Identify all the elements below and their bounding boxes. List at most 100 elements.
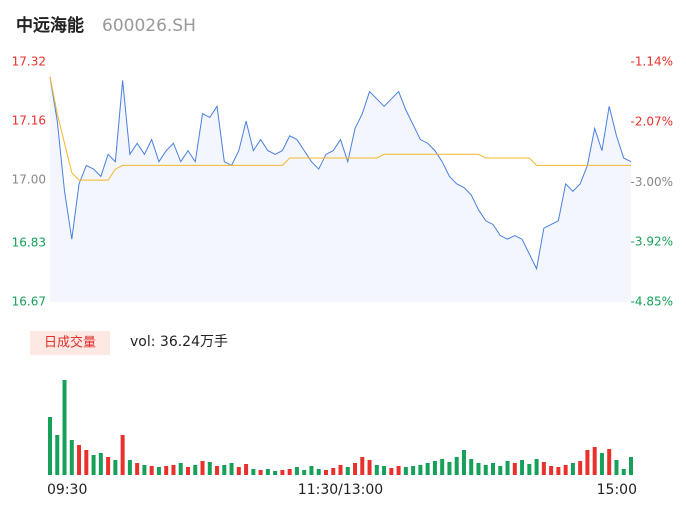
volume-bar xyxy=(229,463,234,475)
volume-bar xyxy=(127,460,132,475)
volume-bar xyxy=(411,466,416,475)
volume-bar xyxy=(331,468,336,475)
volume-bar xyxy=(454,457,459,475)
volume-bar xyxy=(592,447,597,475)
volume-bar xyxy=(432,461,437,475)
volume-bar xyxy=(316,469,321,475)
volume-bar xyxy=(294,467,299,475)
volume-bar xyxy=(69,440,74,475)
volume-bar xyxy=(113,460,118,475)
volume-bar xyxy=(323,470,328,475)
x-tick-label: 15:00 xyxy=(597,482,637,498)
volume-bar xyxy=(77,445,82,475)
y-tick-label: 17.00 xyxy=(12,173,46,187)
volume-bar xyxy=(599,453,604,475)
volume-bar xyxy=(541,462,546,475)
y-tick-label: 17.32 xyxy=(12,55,46,69)
volume-bar xyxy=(193,465,198,475)
volume-bar xyxy=(178,463,183,475)
volume-bar xyxy=(578,461,583,475)
volume-label-bg xyxy=(30,331,110,355)
volume-bar xyxy=(48,417,52,475)
price-line xyxy=(49,76,632,271)
volume-bar xyxy=(156,467,161,475)
volume-bar xyxy=(570,463,575,475)
volume-bar xyxy=(345,467,350,475)
y2-tick-label: -4.85% xyxy=(631,295,673,309)
volume-annotation: vol: 36.24万手 xyxy=(130,334,228,350)
volume-bar xyxy=(367,460,372,475)
x-tick-label: 11:30/13:00 xyxy=(298,482,383,498)
volume-bar xyxy=(302,470,307,475)
volume-bar xyxy=(236,467,241,475)
stock-name: 中远海能 xyxy=(16,15,84,36)
volume-bar xyxy=(527,464,532,475)
volume-bar xyxy=(614,460,619,475)
y2-tick-label: -3.00% xyxy=(631,175,673,189)
volume-bar xyxy=(142,465,147,475)
volume-bar xyxy=(353,463,358,475)
y-tick-label: 16.83 xyxy=(12,235,46,249)
volume-bar xyxy=(396,466,401,475)
volume-bar xyxy=(483,465,488,475)
volume-bar xyxy=(585,450,590,475)
volume-bar xyxy=(338,465,343,475)
volume-bar xyxy=(440,459,445,475)
volume-bar xyxy=(265,469,270,475)
volume-bar xyxy=(607,449,612,475)
volume-bar xyxy=(498,466,503,475)
volume-bar xyxy=(149,466,154,475)
price-area xyxy=(50,76,631,303)
volume-bar xyxy=(425,463,430,475)
volume-bar xyxy=(251,469,256,475)
volume-bar xyxy=(389,468,394,475)
volume-bar xyxy=(98,453,103,475)
volume-bar xyxy=(520,460,525,475)
y-tick-label: 16.67 xyxy=(12,295,46,309)
volume-bar xyxy=(287,469,292,475)
volume-bar xyxy=(258,470,263,475)
volume-bar xyxy=(200,461,205,475)
volume-bar xyxy=(280,470,285,475)
volume-bar xyxy=(164,466,169,475)
volume-bar xyxy=(360,457,365,475)
volume-bar xyxy=(244,464,249,475)
volume-bar xyxy=(534,459,539,475)
volume-bar xyxy=(222,465,227,475)
volume-bar xyxy=(382,466,387,475)
x-tick-label: 09:30 xyxy=(47,482,87,498)
volume-bar xyxy=(135,463,140,475)
volume-bar xyxy=(207,462,212,475)
y2-tick-label: -3.92% xyxy=(631,234,673,248)
stock-code: 600026.SH xyxy=(102,16,196,36)
y-tick-label: 17.16 xyxy=(12,114,46,128)
volume-bar xyxy=(469,459,474,475)
volume-bar xyxy=(418,465,423,475)
volume-bar xyxy=(120,435,125,475)
volume-bar xyxy=(62,380,67,475)
volume-bar xyxy=(461,450,466,475)
volume-bar xyxy=(563,465,568,475)
average-line xyxy=(49,76,631,181)
volume-bar xyxy=(374,465,379,475)
volume-bar xyxy=(491,463,496,475)
volume-bar xyxy=(215,466,220,475)
y2-tick-label: -1.14% xyxy=(631,55,673,69)
volume-bar xyxy=(621,469,626,475)
volume-bar xyxy=(309,466,314,475)
volume-bar xyxy=(55,435,60,475)
volume-label: 日成交量 xyxy=(44,335,96,351)
volume-bar xyxy=(403,467,408,475)
volume-bar xyxy=(84,450,89,475)
volume-bar xyxy=(447,462,452,475)
volume-bar xyxy=(505,461,510,475)
volume-bar xyxy=(273,471,278,475)
volume-bar xyxy=(106,457,111,475)
volume-bar xyxy=(629,457,633,475)
volume-bar xyxy=(171,465,176,475)
volume-bar xyxy=(556,467,561,475)
y2-tick-label: -2.07% xyxy=(631,115,673,129)
volume-bar xyxy=(185,467,190,475)
volume-bar xyxy=(91,455,96,475)
